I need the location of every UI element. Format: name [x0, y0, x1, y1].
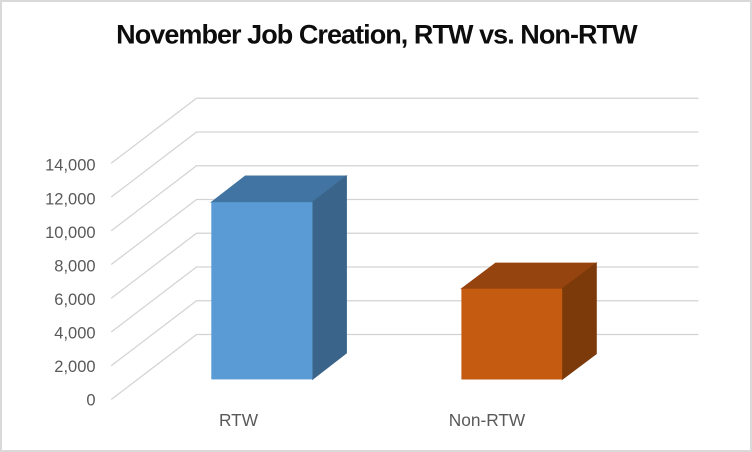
- svg-text:2,000: 2,000: [54, 358, 95, 376]
- svg-text:4,000: 4,000: [54, 325, 95, 343]
- svg-text:November Job Creation, RTW vs.: November Job Creation, RTW vs. Non-RTW: [116, 20, 638, 50]
- svg-text:10,000: 10,000: [45, 224, 95, 242]
- svg-text:8,000: 8,000: [54, 257, 95, 275]
- svg-text:Non-RTW: Non-RTW: [449, 410, 526, 430]
- svg-text:6,000: 6,000: [54, 291, 95, 309]
- svg-text:12,000: 12,000: [45, 190, 95, 208]
- svg-text:0: 0: [86, 392, 95, 410]
- svg-text:RTW: RTW: [219, 410, 259, 430]
- svg-text:14,000: 14,000: [45, 157, 95, 175]
